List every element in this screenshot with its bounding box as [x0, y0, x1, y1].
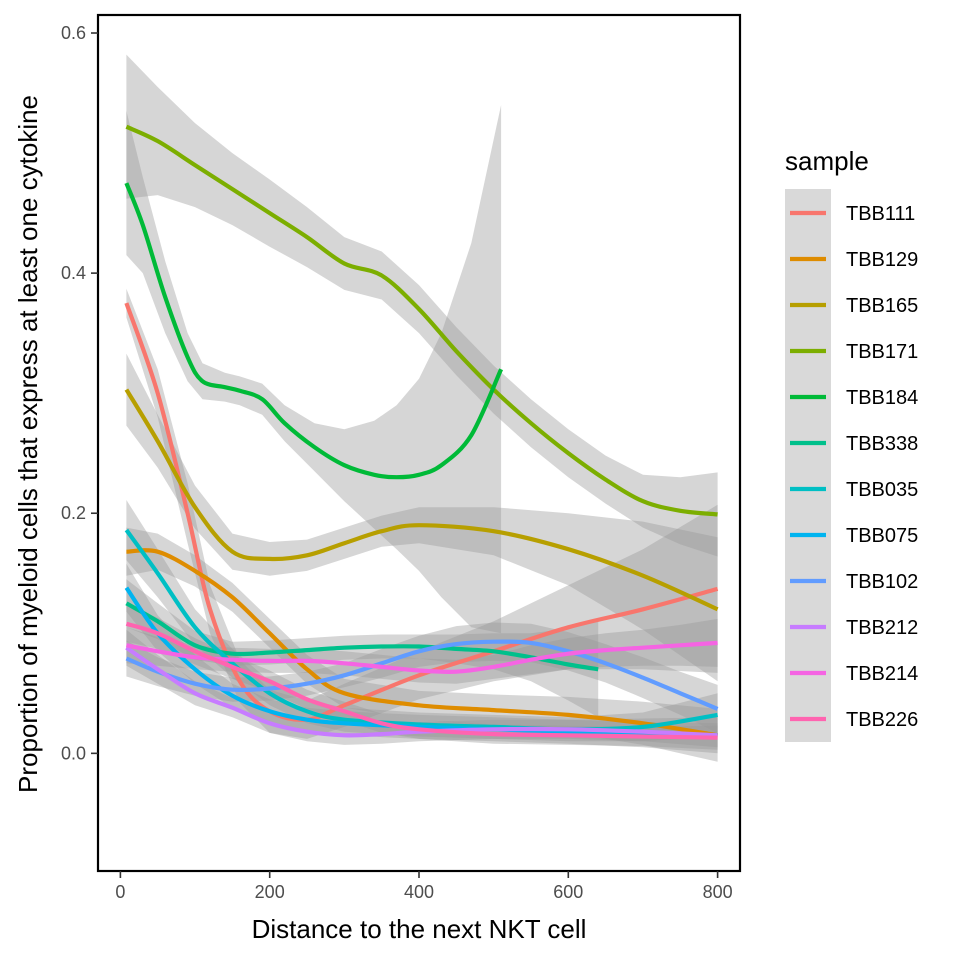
legend-label-TBB035: TBB035 — [846, 479, 918, 501]
y-tick-label: 0.0 — [61, 743, 86, 763]
series-line-TBB184 — [124, 182, 504, 480]
series-line-TBB338 — [125, 601, 599, 672]
legend-label-TBB338: TBB338 — [846, 433, 918, 455]
confidence-band-TBB035 — [126, 500, 718, 742]
series-lines — [124, 124, 719, 740]
series-line-TBB212 — [125, 645, 718, 738]
series-line-TBB171 — [125, 124, 718, 517]
x-axis: 0 200 400 600 800 — [115, 871, 733, 902]
confidence-band-TBB165 — [126, 353, 718, 682]
x-tick-label: 600 — [553, 882, 583, 902]
confidence-band-TBB214 — [126, 618, 718, 684]
series-line-TBB226 — [125, 621, 718, 740]
series-line-TBB075 — [124, 586, 718, 738]
legend-label-TBB111: TBB111 — [846, 203, 915, 225]
confidence-band-TBB184 — [126, 105, 502, 634]
x-tick-label: 400 — [404, 882, 434, 902]
x-tick-label: 800 — [703, 882, 733, 902]
confidence-band-TBB075 — [126, 563, 718, 754]
legend: sample TBB111TBB129TBB165TBB171TBB184TBB… — [785, 146, 918, 742]
series-line-TBB214 — [126, 640, 718, 674]
confidence-band-TBB171 — [126, 54, 718, 557]
x-tick-label: 0 — [115, 882, 125, 902]
y-axis-title: Proportion of myeloid cells that express… — [13, 95, 43, 793]
legend-items: TBB111 TBB129 TBB165 TBB171 TBB184 TBB338 TBB0… — [790, 203, 918, 731]
x-axis-title: Distance to the next NKT cell — [252, 914, 587, 944]
legend-label-TBB165: TBB165 — [846, 295, 918, 317]
y-tick-label: 0.4 — [61, 263, 86, 283]
x-tick-label: 200 — [255, 882, 285, 902]
legend-label-TBB214: TBB214 — [846, 663, 918, 685]
legend-label-TBB102: TBB102 — [846, 571, 918, 593]
legend-label-TBB075: TBB075 — [846, 525, 918, 547]
legend-label-TBB226: TBB226 — [846, 709, 918, 731]
legend-label-TBB184: TBB184 — [846, 387, 918, 409]
y-tick-label: 0.2 — [61, 503, 86, 523]
y-axis: 0.0 0.2 0.4 0.6 — [61, 23, 98, 763]
legend-title: sample — [785, 146, 869, 176]
y-tick-label: 0.6 — [61, 23, 86, 43]
series-line-TBB165 — [124, 388, 719, 612]
series-line-TBB102 — [125, 639, 719, 711]
legend-label-TBB212: TBB212 — [846, 617, 918, 639]
series-line-TBB129 — [126, 548, 718, 738]
legend-key-background — [785, 189, 831, 742]
legend-label-TBB129: TBB129 — [846, 249, 918, 271]
confidence-band-TBB129 — [126, 527, 718, 762]
confidence-band-TBB212 — [126, 629, 718, 748]
legend-label-TBB171: TBB171 — [846, 341, 918, 363]
